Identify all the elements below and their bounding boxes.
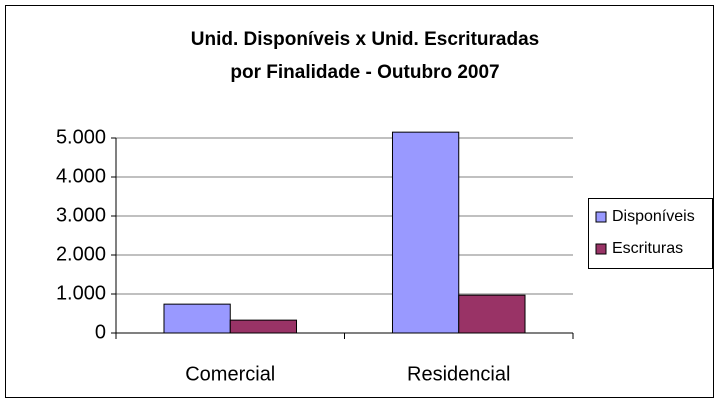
y-tick-label: 0 <box>95 321 106 343</box>
bar <box>163 303 231 334</box>
y-tick-label: 1.000 <box>56 282 106 304</box>
bar <box>391 131 460 334</box>
y-tick-label: 2.000 <box>56 243 106 265</box>
x-tick-label: Residencial <box>407 363 510 385</box>
y-tick-label: 3.000 <box>56 204 106 226</box>
y-tick-label: 4.000 <box>56 165 106 187</box>
legend-box <box>588 198 713 269</box>
legend-label: Escrituras <box>612 240 683 257</box>
legend-label: Disponíveis <box>612 208 695 225</box>
x-tick-label: Comercial <box>185 363 275 385</box>
bar <box>458 294 526 334</box>
y-tick-label: 5.000 <box>56 126 106 148</box>
legend-swatch <box>595 243 607 255</box>
bar <box>229 319 298 334</box>
legend-swatch <box>595 211 607 223</box>
chart-title: por Finalidade - Outubro 2007 <box>230 62 499 83</box>
chart-title: Unid. Disponíveis x Unid. Escrituradas <box>191 29 539 50</box>
